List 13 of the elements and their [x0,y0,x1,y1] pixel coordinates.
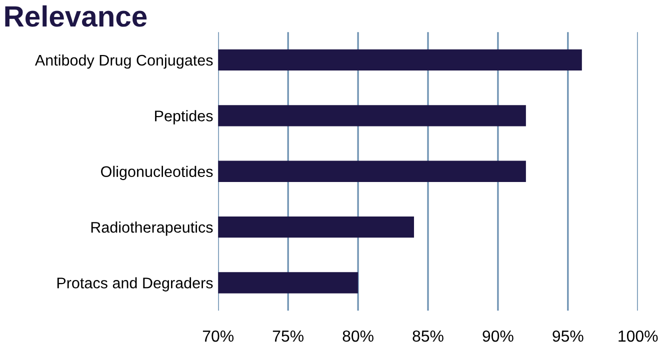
y-tick-label: Radiotherapeutics [91,222,213,236]
x-tick-label: 70% [202,330,234,342]
x-tick-label: 75% [272,330,304,342]
y-tick-label: Protacs and Degraders [57,277,213,292]
x-tick-label: 80% [342,330,374,342]
y-tick-label: Antibody Drug Conjugates [34,54,213,69]
y-tick-label: Oligonucleotides [101,166,213,180]
x-tick-label: 85% [412,330,444,342]
x-tick-label: 95% [552,330,584,342]
x-tick-label: 100% [618,330,658,342]
y-tick-label: Peptides [155,110,213,124]
chart-title: Relevance [5,5,147,27]
x-tick-label: 90% [482,330,514,342]
